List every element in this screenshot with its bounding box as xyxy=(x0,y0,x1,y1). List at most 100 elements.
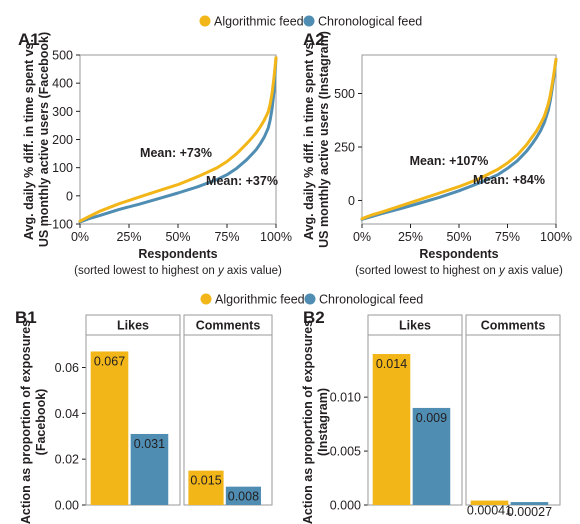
panel-a1: A1 −100 0 100 200 300 400 500 0% 25% 50% 75% 100% Mea… xyxy=(18,30,292,277)
bar-value-label: 0.014 xyxy=(376,357,407,371)
y-axis-label: Avg. daily % diff. in time spent vs.US m… xyxy=(22,32,51,247)
y-tick-label: 100 xyxy=(52,161,73,175)
legend-item-chronological-feed: Chronological feed xyxy=(304,293,423,307)
x-tick-label: 50% xyxy=(165,230,190,244)
facet-comments: Comments 0.015 0.008 xyxy=(183,314,273,506)
y-tick-label: 0 xyxy=(66,189,73,203)
x-axis-label: Respondents xyxy=(138,247,217,261)
y-tick-label: 300 xyxy=(52,105,73,119)
bar-algorithmic xyxy=(470,500,509,505)
y-axis-label-line2: (Instagram) xyxy=(316,388,330,456)
x-tick-label: 0% xyxy=(353,230,371,244)
x-tick-label: 25% xyxy=(116,230,141,244)
panel-a2: A2 0 250 500 0% 25% 50% 75% 100% Mean: +107% Mean:… xyxy=(302,30,572,277)
y-tick-label: 500 xyxy=(334,87,355,101)
series-line-chronological xyxy=(78,56,278,224)
bar-value-label: 0.031 xyxy=(134,437,165,451)
legend-bottom: Algorithmic feed Chronological feed xyxy=(200,293,423,307)
y-axis-label-line1: Action as proportion of exposures xyxy=(301,320,315,524)
bar-algorithmic xyxy=(372,354,411,505)
legend-item-algorithmic-feed: Algorithmic feed xyxy=(199,15,304,29)
facet-likes: Likes 0.014 0.009 xyxy=(367,314,463,506)
panel-b1: B1 0.00 0.02 0.04 0.06 Likes 0.067 0.031 Comment… xyxy=(15,308,273,524)
legend-top: Algorithmic feed Chronological feed xyxy=(199,15,422,29)
mean-annotation-chronological: Mean: +84% xyxy=(473,173,545,187)
facet-title: Likes xyxy=(399,319,431,333)
panel-b2: B2 0.000 0.005 0.010 Likes 0.014 0.009 Comments… xyxy=(301,308,561,524)
y-tick-label: 250 xyxy=(334,140,355,154)
bar-value-label: 0.015 xyxy=(190,474,221,488)
bar-value-label: 0.067 xyxy=(94,354,125,368)
legend-swatch xyxy=(200,293,212,305)
legend-swatch xyxy=(303,15,315,27)
legend-swatch xyxy=(199,15,211,27)
plot-frame xyxy=(79,54,277,225)
legend-item-algorithmic-feed: Algorithmic feed xyxy=(200,293,305,307)
y-tick-label: −100 xyxy=(45,218,73,232)
y-axis-label: Action as proportion of exposures(Facebo… xyxy=(19,320,48,524)
bar-value-label: 0.00027 xyxy=(507,505,552,519)
x-tick-label: 0% xyxy=(71,230,89,244)
facet-title: Comments xyxy=(196,319,261,333)
y-axis-label: Avg. daily % diff. in time spent vs.US m… xyxy=(302,31,331,248)
y-tick-label: 0.005 xyxy=(330,445,361,459)
y-axis-label: Action as proportion of exposures(Instag… xyxy=(301,320,330,524)
y-tick-label: 400 xyxy=(52,77,73,91)
legend-label: Algorithmic feed xyxy=(215,293,305,307)
legend-item-chronological-feed: Chronological feed xyxy=(303,15,422,29)
y-tick-label: 200 xyxy=(52,133,73,147)
y-axis-label-line2: US monthly active users (Instagram) xyxy=(317,31,331,248)
facet-frame xyxy=(465,314,561,506)
bar-value-label: 0.009 xyxy=(416,411,447,425)
legend-label: Algorithmic feed xyxy=(214,15,304,29)
y-axis-label-line2: US monthly active users (Facebook) xyxy=(37,32,51,247)
bar-algorithmic xyxy=(188,470,224,505)
series-line-algorithmic xyxy=(78,56,278,223)
legend-label: Chronological feed xyxy=(318,15,422,29)
facet-title: Comments xyxy=(481,319,546,333)
panel-label: B1 xyxy=(15,308,37,327)
y-tick-label: 0.010 xyxy=(330,391,361,405)
mean-annotation-chronological: Mean: +37% xyxy=(206,174,278,188)
y-tick-label: 0.000 xyxy=(330,499,361,513)
bar-chronological xyxy=(225,486,261,505)
y-axis-label-line1: Avg. daily % diff. in time spent vs. xyxy=(302,39,316,240)
y-axis-label-line1: Avg. daily % diff. in time spent vs. xyxy=(22,39,36,240)
x-tick-label: 75% xyxy=(495,230,520,244)
y-tick-label: 0.04 xyxy=(55,407,79,421)
y-tick-label: 0.00 xyxy=(55,499,79,513)
y-axis-label-line1: Action as proportion of exposures xyxy=(19,320,33,524)
series-line-algorithmic xyxy=(360,57,558,221)
bar-algorithmic xyxy=(90,351,129,505)
y-tick-label: 0.06 xyxy=(55,361,79,375)
bar-value-label: 0.00041 xyxy=(467,504,512,518)
legend-label: Chronological feed xyxy=(319,293,423,307)
panel-label: B2 xyxy=(303,308,325,327)
y-axis-label-line2: (Facebook) xyxy=(34,389,48,456)
series-line-chronological xyxy=(360,57,558,221)
mean-annotation-algorithmic: Mean: +107% xyxy=(410,154,489,168)
facet-title: Likes xyxy=(117,319,149,333)
x-tick-label: 50% xyxy=(446,230,471,244)
bar-chronological xyxy=(412,407,451,505)
x-tick-label: 25% xyxy=(398,230,423,244)
x-tick-label: 75% xyxy=(214,230,239,244)
bar-value-label: 0.008 xyxy=(228,490,259,504)
bar-chronological xyxy=(130,433,169,505)
y-tick-label: 0.02 xyxy=(55,453,79,467)
x-axis-note: (sorted lowest to highest on y axis valu… xyxy=(74,265,282,277)
x-axis-label: Respondents xyxy=(419,247,498,261)
y-tick-label: 500 xyxy=(52,49,73,63)
panel-label: A2 xyxy=(303,30,325,49)
facet-likes: Likes 0.067 0.031 xyxy=(85,314,181,506)
mean-annotation-algorithmic: Mean: +73% xyxy=(140,146,212,160)
legend-swatch xyxy=(304,293,316,305)
plot-frame xyxy=(361,54,557,225)
y-tick-label: 0 xyxy=(348,194,355,208)
bar-chronological xyxy=(510,502,549,505)
panel-label: A1 xyxy=(18,30,40,49)
x-tick-label: 100% xyxy=(260,230,292,244)
x-axis-note: (sorted lowest to highest on y axis valu… xyxy=(355,265,563,277)
